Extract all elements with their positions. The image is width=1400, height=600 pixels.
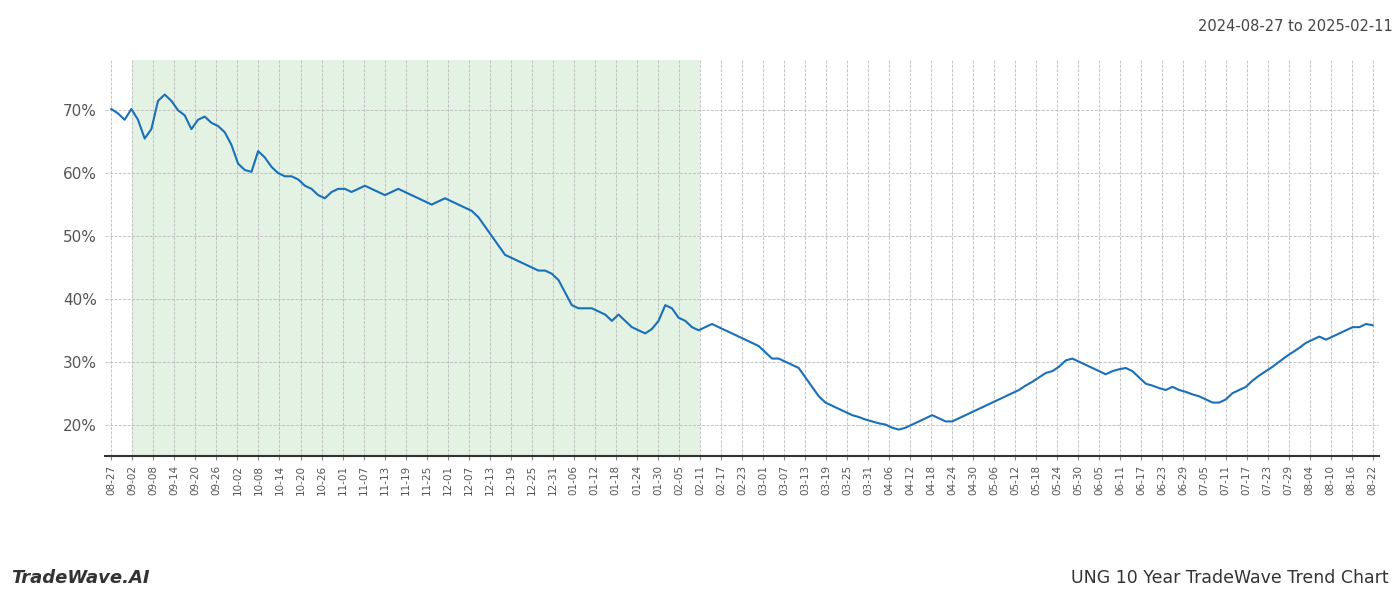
Bar	[133, 60, 700, 456]
Text: UNG 10 Year TradeWave Trend Chart: UNG 10 Year TradeWave Trend Chart	[1071, 569, 1389, 587]
Text: TradeWave.AI: TradeWave.AI	[11, 569, 150, 587]
Text: 2024-08-27 to 2025-02-11: 2024-08-27 to 2025-02-11	[1198, 19, 1393, 34]
